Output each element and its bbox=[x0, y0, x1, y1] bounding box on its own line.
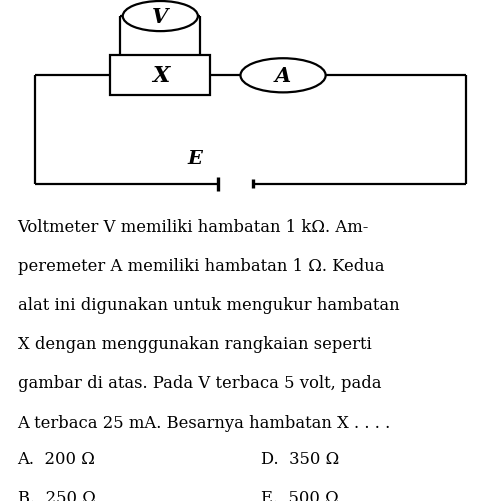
Text: A terbaca 25 mA. Besarnya hambatan X . . . .: A terbaca 25 mA. Besarnya hambatan X . .… bbox=[18, 414, 391, 431]
Text: X dengan menggunakan rangkaian seperti: X dengan menggunakan rangkaian seperti bbox=[18, 336, 371, 353]
Text: alat ini digunakan untuk mengukur hambatan: alat ini digunakan untuk mengukur hambat… bbox=[18, 297, 399, 314]
Text: V: V bbox=[152, 7, 168, 27]
Text: D.  350 Ω: D. 350 Ω bbox=[261, 450, 339, 467]
Text: A: A bbox=[275, 66, 291, 86]
Text: peremeter A memiliki hambatan 1 Ω. Kedua: peremeter A memiliki hambatan 1 Ω. Kedua bbox=[18, 258, 384, 275]
Text: Voltmeter V memiliki hambatan 1 kΩ. Am-: Voltmeter V memiliki hambatan 1 kΩ. Am- bbox=[18, 218, 369, 235]
Bar bbox=[110, 56, 210, 96]
Circle shape bbox=[123, 2, 198, 32]
Text: E.  500 Ω: E. 500 Ω bbox=[261, 489, 338, 501]
Text: X: X bbox=[152, 65, 169, 87]
Text: A.  200 Ω: A. 200 Ω bbox=[18, 450, 95, 467]
Text: B.  250 Ω: B. 250 Ω bbox=[18, 489, 95, 501]
Text: gambar di atas. Pada V terbaca 5 volt, pada: gambar di atas. Pada V terbaca 5 volt, p… bbox=[18, 375, 381, 392]
Text: E: E bbox=[188, 149, 203, 167]
Circle shape bbox=[240, 59, 326, 93]
